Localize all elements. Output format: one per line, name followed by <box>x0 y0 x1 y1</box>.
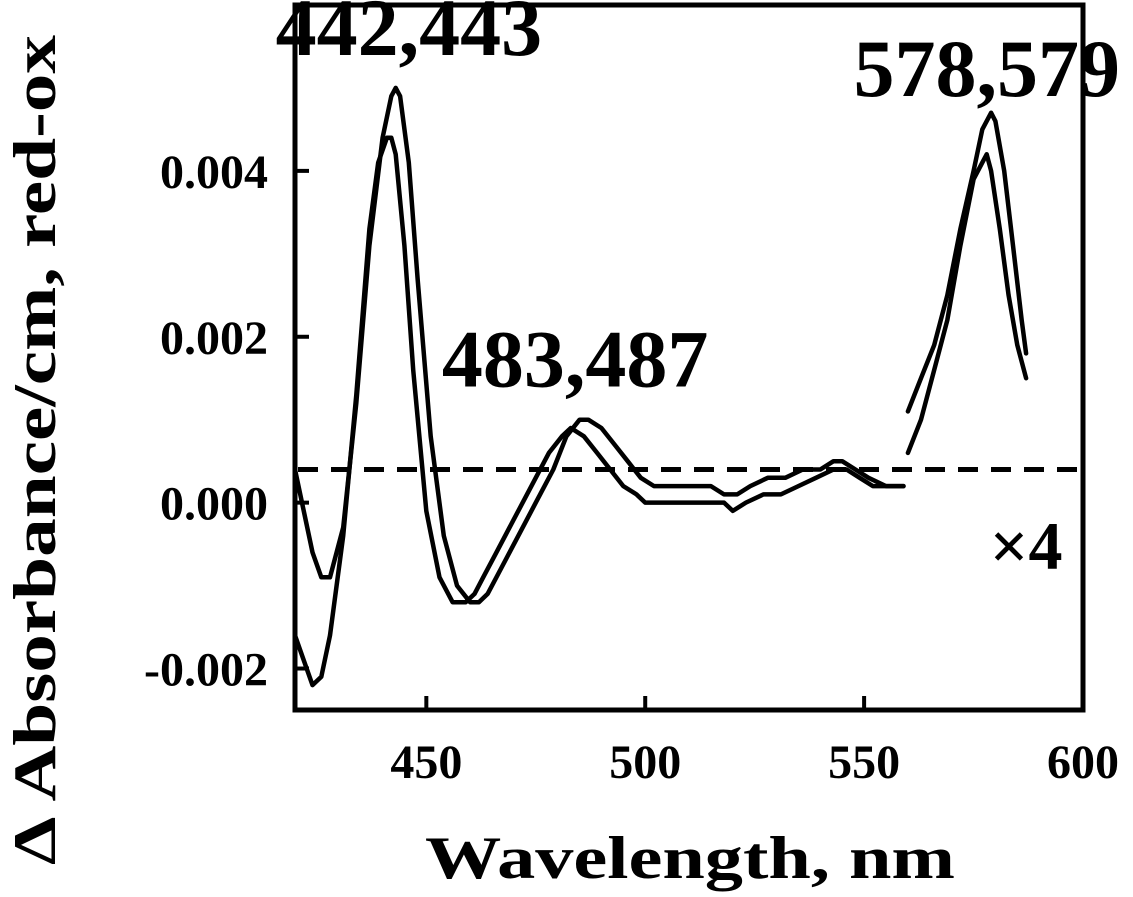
series-line-4 <box>905 110 1029 414</box>
y-tick-label: 0.004 <box>160 146 268 199</box>
y-tick-label: 0.000 <box>160 478 268 531</box>
series-line-1 <box>292 135 906 688</box>
x-tick-label: 450 <box>390 736 462 789</box>
x-axis-ticks: 450 500 550 600 <box>390 696 1119 789</box>
x-tick-label: 550 <box>828 736 900 789</box>
scale-factor-label: ×4 <box>990 508 1063 584</box>
y-tick-label: 0.002 <box>160 312 268 365</box>
spectrum-series <box>292 85 1029 688</box>
x-tick-label: 600 <box>1047 736 1119 789</box>
x-tick-label: 500 <box>609 736 681 789</box>
y-tick-label: -0.002 <box>144 644 268 697</box>
peak-label: 578,579 <box>853 23 1120 114</box>
x-axis-label: Wavelength, nm <box>425 825 955 891</box>
y-axis-label: Δ Absorbance/cm, red-ox <box>2 35 68 865</box>
peak-annotations: 442,443 483,487 578,579 ×4 <box>276 0 1120 584</box>
plot-frame <box>292 2 1086 713</box>
series-line-3 <box>905 152 1029 456</box>
y-axis-ticks: -0.002 0.000 0.002 0.004 <box>144 146 309 697</box>
peak-label: 442,443 <box>276 0 543 73</box>
peak-label: 483,487 <box>442 314 709 405</box>
series-line-2 <box>292 85 906 605</box>
